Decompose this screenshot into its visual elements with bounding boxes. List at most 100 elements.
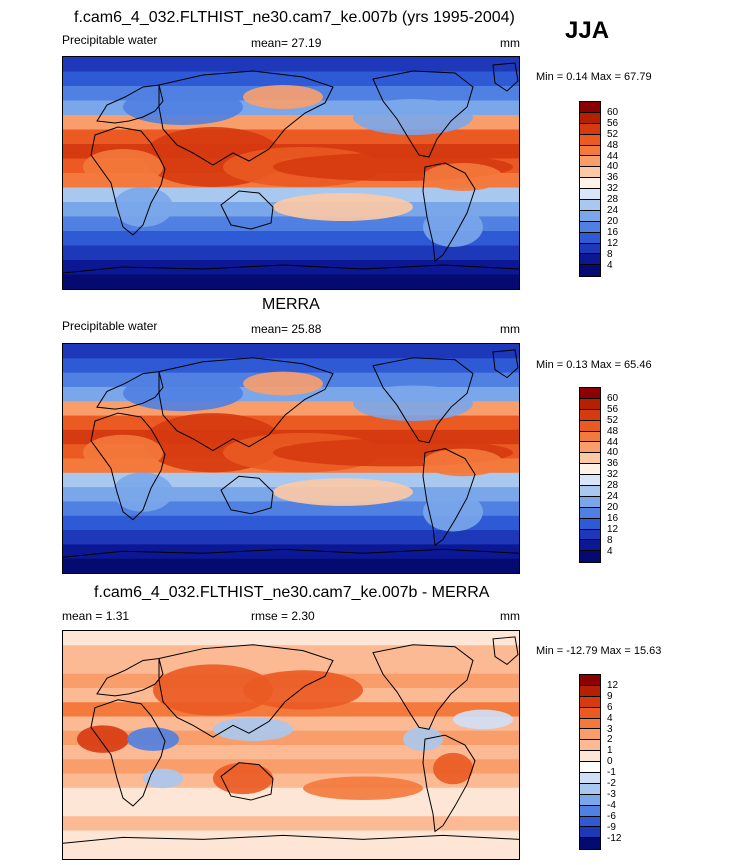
map-field-band (63, 71, 519, 87)
coastline (158, 644, 334, 738)
map-canvas (63, 631, 519, 859)
panel-1-colorbar-box (580, 145, 600, 157)
panel-3-colorbar-box (580, 718, 600, 730)
map-field-band (63, 501, 519, 517)
panel-1-title: f.cam6_4_032.FLTHIST_ne30.cam7_ke.007b (… (74, 9, 515, 26)
map-field-patch (403, 727, 443, 751)
map-field-patch (127, 727, 179, 751)
panel-3-colorbar-tick-label: 2 (607, 734, 613, 746)
map-field-band (63, 544, 519, 560)
coastline (90, 699, 166, 807)
map-field-band (63, 645, 519, 661)
panel-3-colorbar-tick-label: 4 (607, 712, 613, 724)
coastline (90, 126, 166, 236)
map-field-patch (243, 371, 323, 396)
panel-3-colorbar-tick-label: 6 (607, 701, 613, 713)
panel-3-colorbar-box (580, 773, 600, 784)
map-canvas (63, 344, 519, 573)
panel-1-colorbar-tick-label: 20 (607, 215, 619, 227)
coastline (63, 834, 519, 844)
map-field-patch (273, 478, 413, 506)
panel-2-colorbar-tick-label: 56 (607, 403, 619, 415)
map-field-patch (213, 717, 293, 742)
panel-2-colorbar-box (580, 529, 600, 541)
map-field-band (63, 216, 519, 232)
panel-1-colorbar-box (580, 221, 600, 233)
map-field-band (63, 187, 519, 203)
panel-3-colorbar-box (580, 783, 600, 795)
panel-3-colorbar-tick-label: -12 (607, 832, 622, 844)
map-field-patch (123, 375, 243, 412)
panel-3-colorbar-tick-label: -4 (607, 799, 616, 811)
coastline (422, 448, 476, 547)
map-field-band (63, 515, 519, 532)
map-field-band (63, 716, 519, 732)
panel-2-colorbar-box (580, 475, 600, 487)
panel-2-colorbar-box (580, 551, 600, 563)
panel-1-colorbar-tick-label: 28 (607, 194, 619, 206)
map-field-patch (423, 448, 503, 477)
panel-1-colorbar-tick-label: 36 (607, 172, 619, 184)
map-field-band (63, 415, 519, 431)
coastline (220, 190, 274, 230)
panel-3-colorbar-box (580, 838, 600, 850)
panel-1-colorbar-tick-label: 48 (607, 139, 619, 151)
coastline (372, 70, 474, 158)
coastline (220, 475, 274, 515)
map-field-band (63, 57, 519, 73)
map-field-band (63, 558, 519, 573)
panel-1-colorbar-box (580, 243, 600, 255)
panel-2-colorbar-tick-label: 4 (607, 545, 613, 557)
coastline (96, 371, 164, 410)
panel-3-colorbar-box (580, 827, 600, 839)
map-field-band (63, 344, 519, 360)
map-field-band (63, 129, 519, 145)
panel-1-colorbar-tick-label: 24 (607, 205, 619, 216)
panel-3-colorbar-box (580, 751, 600, 763)
panel-3-colorbar-box (580, 696, 600, 708)
map-field-band (63, 274, 519, 289)
panel-2-mean-label: mean= 25.88 (251, 322, 322, 336)
map-field-band (63, 802, 519, 818)
panel-2-colorbar-tick-label: 8 (607, 534, 613, 546)
panel-3-colorbar-box (580, 805, 600, 817)
panel-1-colorbar-tick-label: 8 (607, 248, 613, 260)
map-field-patch (113, 187, 173, 227)
coastline (372, 644, 474, 730)
map-field-patch (113, 472, 173, 512)
panel-2-units: mm (500, 322, 520, 336)
map-field-band (63, 231, 519, 247)
map-field-patch (433, 752, 473, 785)
panel-1-colorbar-box (580, 102, 600, 113)
map-field-band (63, 759, 519, 775)
panel-1-colorbar-box (580, 265, 600, 277)
map-field-patch (423, 492, 483, 532)
panel-3-colorbar-tick-label: 12 (607, 679, 619, 691)
panel-3-minmax: Min = -12.79 Max = 15.63 (536, 645, 662, 657)
panel-3-colorbar-tick-label: 9 (607, 690, 613, 702)
map-field-band (63, 631, 519, 647)
coastline (96, 657, 164, 697)
coastline (220, 762, 274, 801)
panel-2-colorbar (579, 387, 601, 564)
panel-2-colorbar-tick-label: 44 (607, 436, 619, 448)
coastline (492, 349, 519, 379)
panel-2-title: MERRA (262, 296, 320, 313)
map-field-patch (423, 207, 483, 247)
coastline (96, 84, 164, 124)
panel-2-colorbar-box (580, 518, 600, 530)
map-field-patch (303, 776, 423, 801)
panel-1-colorbar-box (580, 232, 600, 244)
panel-1-colorbar-box (580, 178, 600, 190)
coastline (492, 62, 519, 92)
coastline (492, 636, 519, 666)
panel-3-map (62, 630, 520, 860)
map-field-band (63, 787, 519, 803)
panel-1-colorbar (579, 101, 601, 278)
panel-3-colorbar (579, 674, 601, 851)
coastline (90, 412, 166, 521)
map-field-band (63, 530, 519, 546)
coastline (63, 264, 519, 274)
panel-1-colorbar-tick-label: 52 (607, 128, 619, 140)
panel-3-title: f.cam6_4_032.FLTHIST_ne30.cam7_ke.007b -… (94, 584, 490, 601)
